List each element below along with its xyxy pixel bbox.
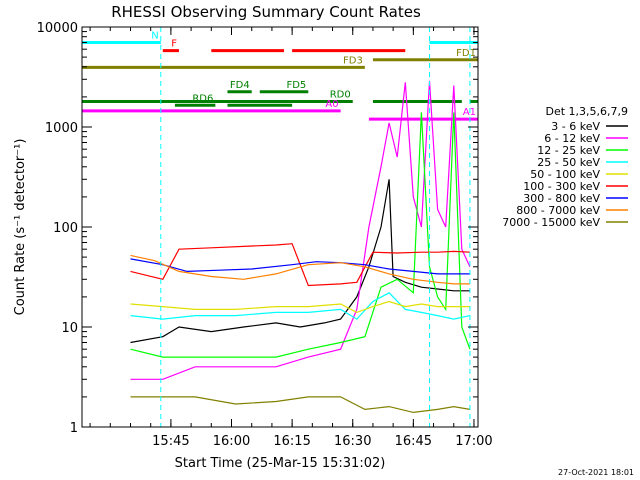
flag-label-a0: A0 (325, 99, 338, 110)
series-line-4 (130, 300, 470, 314)
y-axis-label: Count Rate (s⁻¹ detector⁻¹) (13, 139, 28, 316)
x-tick-label-1: 16:00 (213, 434, 250, 449)
series-line-2 (130, 112, 471, 358)
legend-entry-4: 50 - 100 keV (530, 168, 600, 181)
flag-label-a1: A1 (463, 107, 476, 118)
flag-label-rd6: RD6 (192, 93, 213, 104)
legend-entry-3: 25 - 50 keV (537, 156, 600, 169)
x-tick-label-2: 16:15 (273, 434, 310, 449)
legend-entry-1: 6 - 12 keV (544, 132, 600, 145)
flag-label-fd1: FD1 (456, 48, 476, 59)
series-line-7 (130, 254, 470, 285)
chart-title: RHESSI Observing Summary Count Rates (111, 3, 421, 21)
axes-layer: 15:45 16:00 16:15 16:30 16:45 17:00 1 10 100 1000… (37, 21, 493, 449)
legend-entry-5: 100 - 300 keV (523, 180, 600, 193)
y-tick-label-2: 100 (53, 221, 78, 236)
legend-entry-0: 3 - 6 keV (551, 120, 600, 133)
series-line-0 (130, 179, 470, 344)
timestamp: 27-Oct-2021 18:01 (558, 468, 634, 477)
series-layer (130, 80, 471, 414)
legend-header: Det 1,3,5,6,7,9 (545, 105, 628, 118)
flag-label-rd0: RD0 (330, 89, 351, 100)
flag-label-f: F (171, 39, 177, 50)
flag-label-fd3: FD3 (343, 55, 363, 66)
y-tick-label-1: 10 (61, 321, 78, 336)
legend-entry-2: 12 - 25 keV (537, 144, 600, 157)
flag-label-fd5: FD5 (286, 80, 306, 91)
plot-frame (81, 26, 479, 428)
series-line-3 (130, 292, 471, 320)
series-line-6 (130, 258, 470, 275)
y-tick-label-0: 1 (70, 421, 78, 436)
x-axis-label: Start Time (25-Mar-15 15:31:02) (175, 456, 386, 471)
legend-entry-6: 300 - 800 keV (523, 192, 600, 205)
flags-layer: N F FD1 FD3 FD4 FD5 RD0 RD6 A0 A1 (82, 30, 478, 121)
x-tick-label-4: 16:45 (395, 434, 432, 449)
series-line-8 (130, 396, 471, 414)
flag-label-fd4: FD4 (230, 80, 250, 91)
y-tick-label-3: 1000 (45, 121, 78, 136)
series-line-1 (130, 80, 471, 380)
x-tick-label-5: 17:00 (455, 434, 492, 449)
series-line-5 (130, 243, 470, 287)
x-tick-label-0: 15:45 (152, 434, 189, 449)
legend-entry-7: 800 - 7000 keV (516, 204, 600, 217)
y-tick-label-4: 10000 (37, 21, 78, 36)
x-tick-label-3: 16:30 (334, 434, 371, 449)
flag-label-n: N (151, 30, 158, 41)
legend-entry-8: 7000 - 15000 keV (502, 216, 600, 229)
